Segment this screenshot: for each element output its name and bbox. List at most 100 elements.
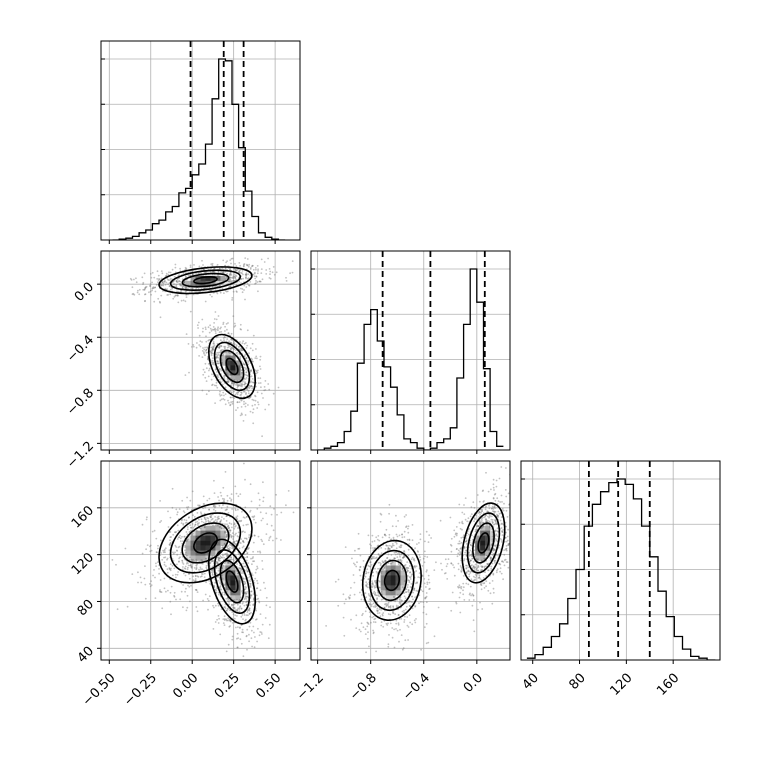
sample-point — [444, 572, 447, 574]
sample-point — [420, 648, 422, 651]
sample-point — [251, 378, 254, 380]
sample-point — [248, 609, 251, 612]
sample-point — [495, 544, 498, 547]
sample-point — [216, 618, 219, 621]
sample-point — [407, 590, 409, 593]
sample-point — [191, 346, 193, 348]
sample-point — [411, 623, 414, 626]
x-tick-label: 80 — [566, 671, 588, 693]
sample-point — [499, 519, 502, 522]
sample-point — [489, 515, 491, 518]
sample-point — [221, 567, 224, 570]
sample-point — [175, 508, 178, 511]
sample-point — [370, 599, 373, 602]
sample-point — [208, 580, 211, 582]
sample-point — [249, 578, 252, 580]
sample-point — [408, 576, 411, 578]
sample-point — [372, 605, 375, 608]
sample-point — [169, 288, 172, 291]
sample-point — [206, 499, 209, 502]
sample-point — [248, 607, 251, 610]
sample-point — [230, 274, 233, 276]
sample-point — [248, 608, 251, 611]
sample-point — [173, 591, 176, 594]
density-cell — [190, 275, 196, 282]
sample-point — [472, 594, 475, 597]
sample-point — [203, 572, 206, 575]
sample-point — [374, 606, 377, 608]
sample-point — [255, 618, 257, 621]
sample-point — [387, 547, 390, 550]
sample-point — [232, 342, 235, 345]
sample-point — [223, 527, 226, 529]
sample-point — [378, 612, 381, 614]
sample-point — [385, 528, 388, 531]
sample-point — [364, 628, 367, 631]
sample-point — [221, 567, 224, 570]
sample-point — [210, 351, 213, 354]
sample-point — [161, 281, 164, 284]
sample-point — [368, 598, 371, 601]
sample-point — [496, 530, 498, 532]
sample-point — [251, 404, 254, 407]
density-cell — [200, 535, 206, 541]
sample-point — [264, 389, 267, 391]
sample-point — [462, 534, 465, 537]
sample-point — [425, 642, 428, 645]
sample-point — [184, 553, 187, 556]
sample-point — [182, 281, 185, 284]
sample-point — [204, 557, 207, 560]
sample-point — [224, 347, 226, 349]
sample-point — [408, 579, 411, 582]
sample-point — [406, 586, 409, 588]
sample-point — [166, 558, 168, 561]
sample-point — [495, 533, 498, 536]
sample-point — [373, 618, 376, 621]
sample-point — [469, 571, 472, 574]
sample-point — [386, 556, 389, 559]
sample-point — [496, 514, 499, 517]
sample-point — [239, 384, 241, 387]
sample-point — [176, 549, 178, 552]
sample-point — [235, 278, 238, 281]
sample-point — [507, 544, 510, 547]
sample-point — [494, 521, 497, 523]
sample-point — [258, 498, 261, 501]
sample-point — [375, 586, 377, 588]
sample-point — [209, 582, 212, 585]
sample-point — [150, 584, 153, 586]
sample-point — [375, 605, 378, 608]
sample-point — [427, 541, 430, 543]
sample-point — [211, 286, 214, 288]
sample-point — [235, 540, 238, 542]
sample-point — [176, 563, 178, 566]
sample-point — [377, 544, 380, 547]
sample-point — [405, 525, 408, 528]
sample-point — [186, 533, 189, 536]
sample-point — [221, 591, 224, 594]
sample-point — [167, 283, 170, 286]
sample-point — [197, 291, 200, 293]
sample-point — [372, 602, 375, 605]
sample-point — [252, 268, 255, 271]
sample-point — [229, 546, 231, 549]
sample-point — [199, 340, 202, 343]
sample-point — [219, 582, 222, 585]
sample-point — [462, 586, 465, 589]
sample-point — [450, 550, 453, 553]
sample-point — [207, 375, 210, 378]
sample-point — [387, 553, 390, 556]
sample-point — [365, 585, 368, 588]
sample-point — [209, 350, 212, 353]
sample-point — [233, 617, 236, 620]
sample-point — [411, 556, 414, 559]
sample-point — [216, 561, 218, 564]
sample-point — [161, 272, 164, 275]
sample-point — [233, 275, 236, 278]
sample-point — [410, 575, 413, 577]
sample-point — [246, 591, 249, 593]
sample-point — [236, 608, 239, 611]
sample-point — [217, 515, 220, 518]
sample-point — [257, 377, 260, 379]
sample-point — [239, 349, 242, 352]
